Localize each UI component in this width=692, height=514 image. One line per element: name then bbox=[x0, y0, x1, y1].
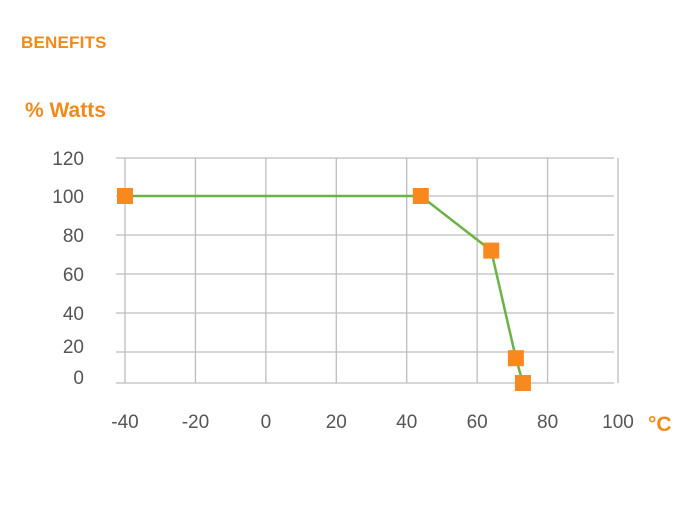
y-tick-label: 20 bbox=[63, 337, 84, 358]
y-tick-label: 40 bbox=[63, 304, 84, 325]
y-tick-label: 60 bbox=[63, 265, 84, 286]
data-point-marker bbox=[117, 188, 134, 204]
grid bbox=[116, 157, 619, 384]
section-heading: BENEFITS bbox=[21, 33, 107, 52]
x-tick-label: 80 bbox=[537, 412, 558, 433]
series-line bbox=[125, 194, 525, 384]
y-tick-label: 120 bbox=[52, 149, 84, 170]
x-tick-label: 40 bbox=[396, 412, 417, 433]
x-tick-label: 60 bbox=[467, 412, 488, 433]
x-tick-label: -20 bbox=[182, 412, 209, 433]
y-tick-label: 100 bbox=[52, 187, 84, 208]
data-point-marker bbox=[483, 242, 500, 259]
x-tick-label: 20 bbox=[326, 412, 347, 433]
y-axis-tick-labels: 0 20 40 60 80 100 120 bbox=[52, 149, 84, 389]
x-axis-title: °C bbox=[648, 413, 672, 436]
y-tick-label: 0 bbox=[73, 368, 84, 389]
x-tick-label: -40 bbox=[111, 412, 138, 433]
y-axis-title: % Watts bbox=[25, 99, 106, 122]
data-point-marker bbox=[514, 375, 531, 391]
y-tick-label: 80 bbox=[63, 226, 84, 247]
x-tick-label: 0 bbox=[261, 412, 272, 433]
series bbox=[117, 188, 531, 391]
data-point-marker bbox=[412, 188, 429, 204]
x-axis-tick-labels: -40 -20 0 20 40 60 80 100 bbox=[111, 412, 634, 433]
data-point-marker bbox=[507, 350, 524, 367]
x-tick-label: 100 bbox=[602, 412, 634, 433]
